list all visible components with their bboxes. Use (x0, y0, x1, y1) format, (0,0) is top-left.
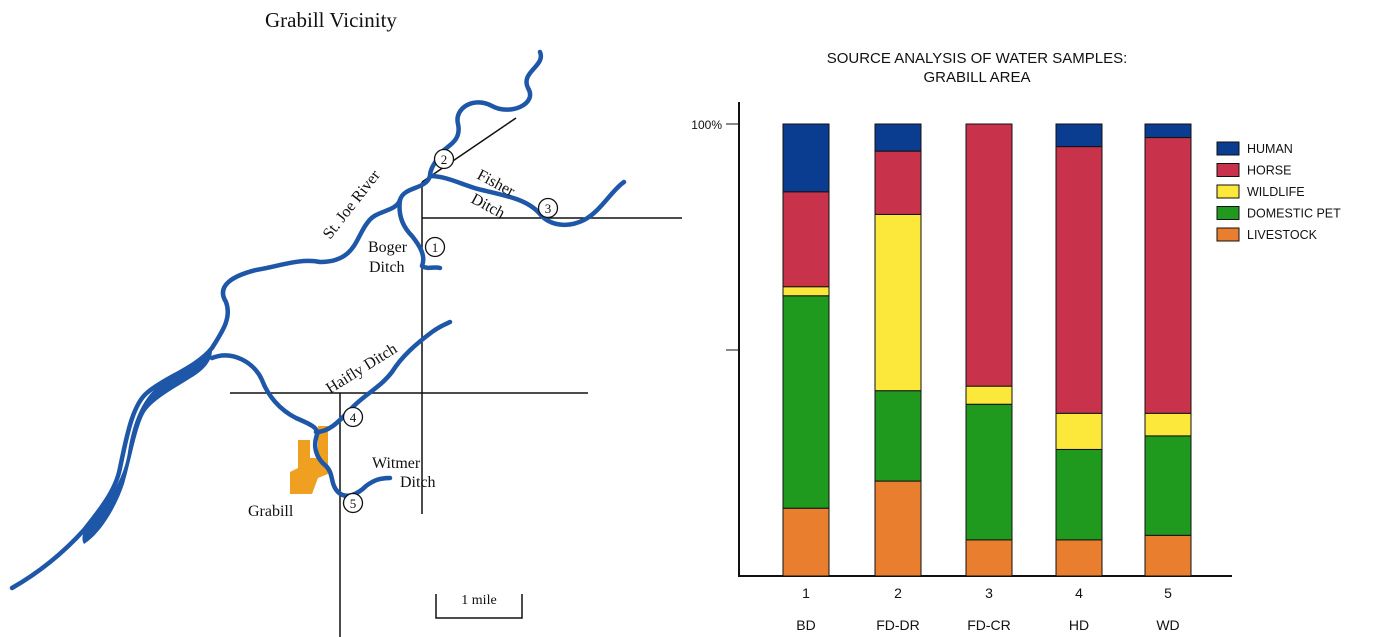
label-boger-line2: Ditch (369, 259, 405, 276)
bar-segment-wildlife-fd-dr (874, 213, 922, 392)
bar-segment-horse-wd (1144, 137, 1192, 414)
x-axis-labels: 1 BD 2 FD-DR 3 FD-CR 4 HD 5 WD (796, 585, 1179, 633)
scale-bar: 1 mile (435, 593, 523, 619)
x-tick-label-number: 2 (894, 585, 902, 601)
scale-label: 1 mile (461, 593, 496, 608)
svg-text:4: 4 (350, 410, 357, 425)
y-tick-label-100: 100% (691, 118, 722, 132)
bar-segment-horse-fd-dr (874, 150, 922, 215)
x-tick-label-number: 4 (1075, 585, 1083, 601)
legend-swatch-domestic-pet (1216, 206, 1240, 220)
x-tick-label-number: 3 (985, 585, 993, 601)
bar-segment-livestock-hd (1055, 539, 1103, 577)
road-diagonal (421, 117, 517, 183)
bar-segment-domestic-pet-fd-cr (965, 403, 1013, 541)
legend-label-livestock: LIVESTOCK (1247, 228, 1318, 242)
bar-segment-horse-fd-cr (965, 123, 1013, 387)
st-joe-river (9, 49, 544, 591)
bar-segment-domestic-pet-wd (1144, 435, 1192, 536)
grabill-town-shape (290, 426, 328, 494)
boger-ditch (397, 197, 443, 271)
bar-segment-livestock-bd (782, 507, 830, 577)
label-st-joe-river: St. Joe River (320, 167, 384, 243)
legend-swatch-wildlife (1216, 184, 1240, 199)
bar-segment-horse-hd (1055, 146, 1103, 414)
x-tick-label-site: HD (1069, 617, 1089, 633)
roads (230, 117, 682, 637)
site-2: 2 (433, 148, 455, 170)
svg-text:1: 1 (432, 240, 439, 255)
chart: SOURCE ANALYSIS OF WATER SAMPLES: GRABIL… (691, 50, 1341, 633)
label-haifly-ditch: Haifly Ditch (323, 340, 400, 397)
bar-segment-livestock-wd (1144, 534, 1192, 577)
bar-segment-domestic-pet-hd (1055, 448, 1103, 541)
bar-segment-human-fd-dr (874, 123, 922, 152)
bar-segment-wildlife-wd (1144, 412, 1192, 437)
label-witmer-line2: Ditch (400, 474, 436, 491)
bar-segment-domestic-pet-fd-dr (874, 390, 922, 482)
svg-text:3: 3 (545, 201, 552, 216)
site-1: 1 (424, 236, 446, 258)
x-tick-label-number: 5 (1164, 585, 1172, 601)
bar-segment-human-wd (1144, 123, 1192, 139)
legend-swatch-human (1216, 141, 1240, 156)
waterways (9, 49, 627, 591)
bar-segment-livestock-fd-dr (874, 480, 922, 577)
bar-segment-wildlife-fd-cr (965, 385, 1013, 405)
x-tick-label-site: FD-DR (876, 617, 920, 633)
stacked-bars (782, 123, 1192, 577)
svg-text:2: 2 (441, 152, 448, 167)
bar-segment-wildlife-bd (782, 286, 830, 297)
chart-title-line1: SOURCE ANALYSIS OF WATER SAMPLES: (827, 50, 1128, 67)
label-witmer-line1: Witmer (372, 455, 421, 472)
bar-segment-human-hd (1055, 123, 1103, 148)
svg-text:5: 5 (350, 496, 357, 511)
bar-segment-horse-bd (782, 191, 830, 288)
map: Grabill Vicinity 1 (9, 8, 682, 637)
bar-segment-livestock-fd-cr (965, 539, 1013, 577)
map-title: Grabill Vicinity (265, 8, 397, 32)
x-tick-label-site: FD-CR (967, 617, 1011, 633)
site-5: 5 (342, 492, 364, 514)
label-grabill: Grabill (248, 503, 294, 520)
site-3: 3 (537, 197, 559, 219)
sampling-sites: 1 2 3 4 5 (342, 148, 559, 514)
label-boger-line1: Boger (368, 239, 408, 256)
witmer-ditch (313, 429, 393, 498)
bar-segment-human-bd (782, 123, 830, 193)
x-tick-label-site: WD (1156, 617, 1179, 633)
x-tick-label-number: 1 (802, 585, 810, 601)
bar-segment-domestic-pet-bd (782, 295, 830, 509)
legend-swatch-horse (1216, 163, 1240, 177)
haifly-ditch (209, 319, 453, 435)
legend-label-horse: HORSE (1247, 164, 1291, 178)
x-tick-label-site: BD (796, 617, 815, 633)
legend-label-human: HUMAN (1247, 142, 1293, 156)
chart-title-line2: GRABILL AREA (924, 69, 1031, 86)
bar-segment-wildlife-hd (1055, 412, 1103, 450)
chart-legend: HUMAN HORSE WILDLIFE DOMESTIC PET LIVESTOCK (1216, 141, 1341, 242)
site-4: 4 (342, 406, 364, 428)
st-joe-river-wide (82, 350, 212, 544)
legend-label-domestic-pet: DOMESTIC PET (1247, 207, 1341, 221)
legend-label-wildlife: WILDLIFE (1247, 185, 1305, 199)
legend-swatch-livestock (1216, 227, 1240, 242)
